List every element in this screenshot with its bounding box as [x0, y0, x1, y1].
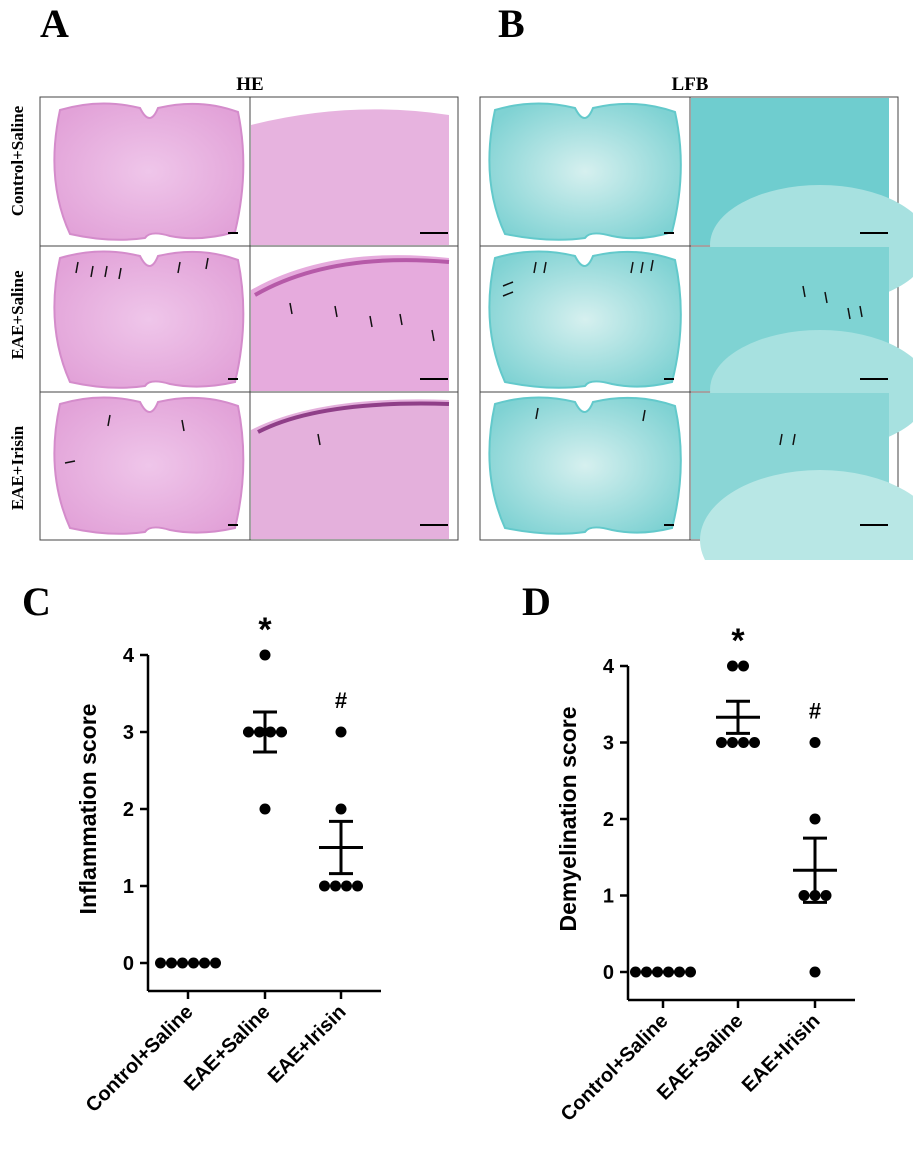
scale-bars	[228, 232, 888, 526]
y-tick-label: 4	[123, 645, 135, 667]
lfb-cord-row-1	[488, 98, 913, 305]
y-tick-label: 2	[603, 809, 614, 831]
significance-marker: #	[335, 688, 347, 713]
data-point	[341, 880, 352, 892]
data-point	[259, 803, 271, 815]
lesion-arrows	[64, 257, 863, 464]
y-tick-label: 3	[603, 733, 614, 755]
he-cord-row-3	[53, 393, 450, 539]
y-tick-label: 1	[123, 876, 134, 898]
he-title: HE	[236, 74, 264, 95]
data-point	[319, 880, 330, 892]
lfb-title: LFB	[671, 74, 709, 95]
y-tick-label: 1	[603, 886, 614, 908]
data-point	[820, 890, 832, 901]
data-point	[798, 890, 810, 901]
significance-marker: #	[809, 699, 821, 724]
he-cord-row-1	[53, 98, 449, 245]
data-point	[809, 966, 821, 978]
data-point	[727, 660, 738, 672]
x-tick-label: Control+Saline	[82, 1001, 198, 1117]
y-axis-label: Inflammation score	[75, 704, 101, 915]
data-point	[685, 966, 696, 978]
panel-label-d: D	[522, 579, 551, 624]
data-point	[809, 813, 821, 825]
data-point	[155, 957, 166, 969]
data-point	[352, 880, 363, 892]
data-point	[630, 966, 641, 978]
data-point	[738, 737, 749, 748]
x-tick-label: Control+Saline	[557, 1010, 673, 1126]
panel-label-c: C	[22, 579, 51, 624]
y-tick-label: 0	[123, 953, 134, 975]
data-point	[738, 660, 749, 672]
data-point	[210, 957, 221, 969]
data-point	[727, 737, 738, 748]
x-tick-label: EAE+Irisin	[738, 1010, 825, 1097]
y-axis-label: Demyelination score	[555, 707, 581, 932]
y-tick-label: 3	[123, 722, 134, 744]
x-tick-label: EAE+Irisin	[264, 1001, 351, 1088]
data-point	[749, 737, 760, 748]
data-point	[259, 649, 271, 661]
data-point	[335, 726, 347, 738]
data-point	[335, 803, 347, 815]
significance-marker: *	[731, 622, 745, 660]
lfb-cord-row-3	[488, 393, 913, 560]
panel-label-a: A	[40, 1, 69, 46]
demyelination-chart: 0 1 2 3 4 Demyelination score Control+Saline EA…	[555, 622, 855, 1126]
data-point	[809, 737, 821, 748]
inflammation-chart: 0 1 2 3 4 Inflammation score Control+Saline EAE…	[75, 611, 381, 1117]
he-cord-row-2	[53, 247, 450, 391]
histology-micrographs	[39, 96, 913, 560]
y-tick-label: 2	[123, 799, 134, 821]
y-tick-label: 0	[603, 962, 614, 984]
panel-label-b: B	[498, 1, 525, 46]
data-point	[330, 880, 341, 892]
significance-marker: *	[258, 611, 272, 649]
data-point	[716, 737, 727, 748]
y-tick-label: 4	[603, 656, 615, 678]
